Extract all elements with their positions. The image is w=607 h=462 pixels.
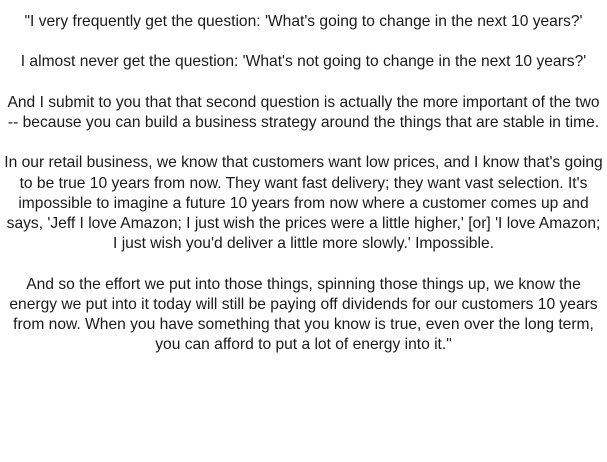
quote-text-block: "I very frequently get the question: 'Wh… [4, 12, 603, 355]
quote-paragraph-4: In our retail business, we know that cus… [4, 154, 603, 253]
quote-paragraph-5: And so the effort we put into those thin… [9, 275, 598, 354]
quote-paragraph-3: And I submit to you that that second que… [7, 93, 600, 131]
quote-paragraph-2: I almost never get the question: 'What's… [20, 53, 587, 71]
quote-paragraph-1: "I very frequently get the question: 'Wh… [24, 13, 583, 30]
